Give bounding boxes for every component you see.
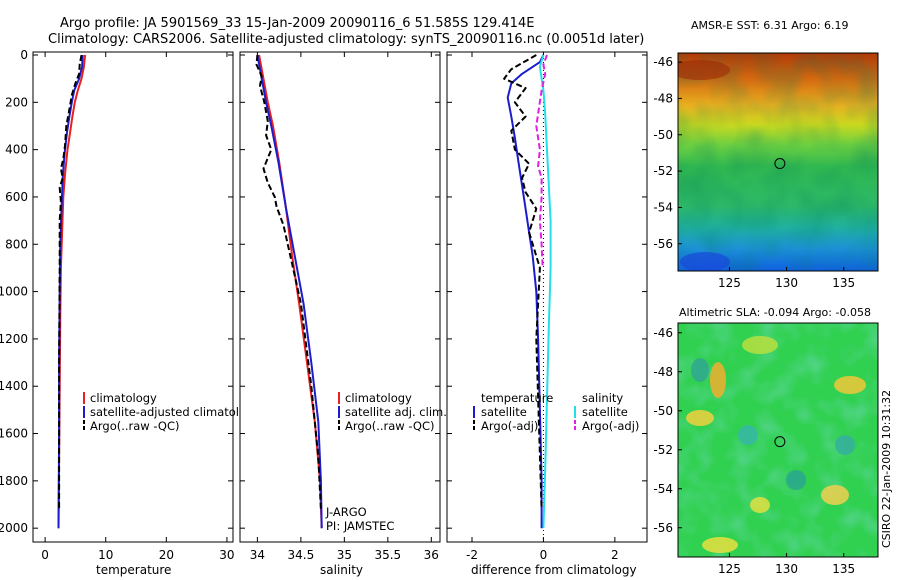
sla-map-xtick-label: 130 xyxy=(775,562,798,576)
depth-tick-label: 1000 xyxy=(0,285,28,299)
legend-satellite-label: satellite-adjusted climatology xyxy=(90,405,260,419)
depth-tick-label: 800 xyxy=(5,237,28,251)
temperature-xtick-label: 10 xyxy=(98,548,113,562)
difference-series-salinity-satellite xyxy=(538,54,552,529)
sla-map-ytick-label: -46 xyxy=(653,326,673,340)
temperature-xtick-label: 30 xyxy=(219,548,234,562)
sla-map-xtick-label: 135 xyxy=(832,562,855,576)
sst-map-panel: AMSR-E SST: 6.31 Argo: 6.19 125 130 135 -46… xyxy=(653,19,879,290)
difference-xtick-label: 2 xyxy=(611,548,619,562)
sla-map-ytick-label: -48 xyxy=(653,365,673,379)
depth-tick-label: 200 xyxy=(5,95,28,109)
sst-argo-location-marker xyxy=(774,158,786,170)
float-program-label: J-ARGO xyxy=(325,505,367,519)
difference-series-temperature-argo-adj xyxy=(503,54,543,510)
sla-map-ytick-label: -54 xyxy=(653,482,673,496)
difference-axes xyxy=(446,51,648,543)
depth-tick-label: 1600 xyxy=(0,427,28,441)
salinity-xlabel: salinity xyxy=(320,563,363,577)
salinity-legend: climatology satellite adj. clim. Argo(..… xyxy=(338,391,447,433)
sst-map-xtick-label: 135 xyxy=(832,276,855,290)
legend-sal-argo-label: Argo(..raw -QC) xyxy=(345,419,435,433)
salinity-axes xyxy=(239,51,441,543)
legend-temp-argo-label: Argo(-adj) xyxy=(481,419,538,433)
salinity-xtick-label: 34.5 xyxy=(288,548,315,562)
sla-map-frame xyxy=(677,322,879,558)
sst-map-ytick-label: -48 xyxy=(653,91,673,105)
temperature-panel: 0 200 400 600 800 1000 1200 1400 1600 1800 2000 0 1… xyxy=(0,48,260,577)
salinity-xtick-label: 36 xyxy=(424,548,439,562)
legend-temp-satellite-label: satellite xyxy=(481,405,527,419)
sst-map-ytick-label: -56 xyxy=(653,237,673,251)
salinity-panel: 34 34.5 35 35.5 36 salinity climatology sate… xyxy=(239,51,447,577)
salinity-xtick-label: 35 xyxy=(337,548,352,562)
salinity-series-satellite-adj-clim xyxy=(256,54,323,529)
sla-map-panel: Altimetric SLA: -0.094 Argo: -0.058 125 1… xyxy=(653,306,879,576)
sla-map-ytick-label: -52 xyxy=(653,443,673,457)
sst-map-frame xyxy=(677,52,879,272)
legend-salt-satellite-label: satellite xyxy=(582,405,628,419)
difference-series-temperature-satellite xyxy=(506,54,545,529)
difference-xlabel: difference from climatology xyxy=(471,563,637,577)
depth-tick-label: 600 xyxy=(5,190,28,204)
temperature-legend: climatology satellite-adjusted climatolo… xyxy=(83,391,260,433)
legend-salt-argo-label: Argo(-adj) xyxy=(582,419,639,433)
sla-map-ytick-label: -56 xyxy=(653,521,673,535)
salinity-xtick-label: 35.5 xyxy=(374,548,401,562)
sst-warm-patch xyxy=(678,60,730,80)
creation-stamp: CSIRO 22-Jan-2009 10:31:32 xyxy=(880,390,893,548)
sla-map-title: Altimetric SLA: -0.094 Argo: -0.058 xyxy=(679,306,871,319)
temperature-xlabel: temperature xyxy=(96,563,171,577)
difference-panel: -2 0 2 difference from climatology tempera… xyxy=(446,51,648,577)
difference-series-salinity-argo-adj xyxy=(535,54,548,268)
sst-cold-patch xyxy=(680,252,730,271)
temperature-series-argo-raw-qc xyxy=(58,54,83,510)
sla-map-ytick-label: -50 xyxy=(653,404,673,418)
depth-tick-label: 400 xyxy=(5,143,28,157)
sst-map-xtick-label: 130 xyxy=(775,276,798,290)
legend-temp-title: temperature xyxy=(481,391,553,405)
legend-sal-climatology-label: climatology xyxy=(345,391,412,405)
depth-tick-label: 2000 xyxy=(0,521,28,535)
float-pi-label: PI: JAMSTEC xyxy=(326,519,394,533)
temperature-xtick-label: 0 xyxy=(41,548,49,562)
salinity-xtick-label: 34 xyxy=(250,548,265,562)
sst-map-ytick-label: -50 xyxy=(653,128,673,142)
salinity-series-argo-raw-qc xyxy=(255,54,322,510)
legend-sal-title: salinity xyxy=(582,391,623,405)
sst-map-ytick-label: -52 xyxy=(653,164,673,178)
sst-map-title: AMSR-E SST: 6.31 Argo: 6.19 xyxy=(691,19,849,32)
depth-tick-label: 1800 xyxy=(0,474,28,488)
temperature-axes xyxy=(32,51,234,543)
legend-argo-label: Argo(..raw -QC) xyxy=(90,419,180,433)
temperature-xtick-label: 20 xyxy=(159,548,174,562)
sla-map-xtick-label: 125 xyxy=(718,562,741,576)
sst-map-ytick-label: -46 xyxy=(653,55,673,69)
sla-anomaly-blobs xyxy=(686,336,866,553)
depth-tick-label: 0 xyxy=(20,48,28,62)
sst-map-xtick-label: 125 xyxy=(718,276,741,290)
difference-legend: temperature satellite Argo(-adj) salinit… xyxy=(473,391,639,433)
figure-title-line1: Argo profile: JA 5901569_33 15-Jan-2009 … xyxy=(60,16,534,31)
legend-sal-satellite-label: satellite adj. clim. xyxy=(345,405,447,419)
sst-heatmap-texture xyxy=(678,53,878,271)
figure-title-line2: Climatology: CARS2006. Satellite-adjuste… xyxy=(48,32,644,47)
difference-xtick-label: 0 xyxy=(540,548,548,562)
difference-xtick-label: -2 xyxy=(466,548,478,562)
sst-map-ytick-label: -54 xyxy=(653,200,673,214)
legend-climatology-label: climatology xyxy=(90,391,157,405)
depth-tick-label: 1200 xyxy=(0,332,28,346)
depth-tick-label: 1400 xyxy=(0,379,28,393)
sla-argo-location-marker xyxy=(774,436,786,448)
